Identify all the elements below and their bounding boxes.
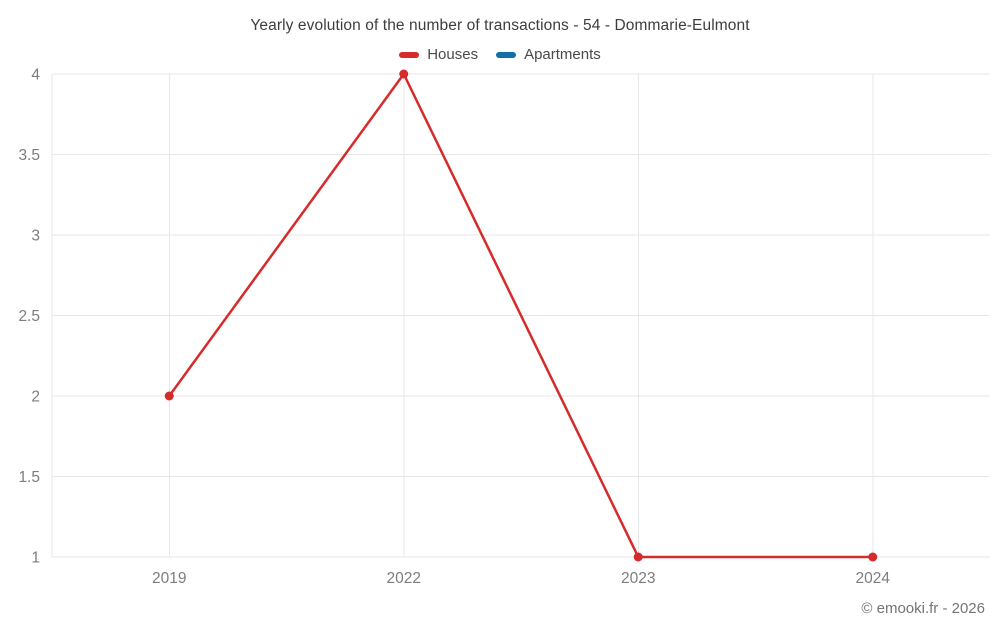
svg-text:2: 2 <box>31 388 40 405</box>
svg-text:1.5: 1.5 <box>18 469 40 486</box>
x-axis-labels: 2019 2022 2023 2024 <box>152 570 890 587</box>
svg-text:2022: 2022 <box>387 570 421 587</box>
footer-credit: © emooki.fr - 2026 <box>861 600 985 617</box>
data-point-houses-2024 <box>868 552 878 562</box>
gridlines <box>51 73 990 558</box>
series-houses <box>164 69 878 562</box>
y-axis-labels: 1 1.5 2 2.5 3 3.5 4 <box>18 66 40 566</box>
houses-series-swatch-icon <box>399 51 420 58</box>
svg-text:2.5: 2.5 <box>18 308 40 325</box>
svg-text:3.5: 3.5 <box>18 147 40 164</box>
legend: Houses Apartments <box>0 46 1000 63</box>
svg-text:2024: 2024 <box>856 570 891 587</box>
svg-text:1: 1 <box>31 549 40 566</box>
legend-item-apartments[interactable]: Apartments <box>496 46 601 63</box>
data-point-houses-2022 <box>399 69 409 79</box>
chart-title: Yearly evolution of the number of transa… <box>250 17 750 34</box>
svg-text:2019: 2019 <box>152 570 186 587</box>
legend-label-houses: Houses <box>427 46 479 63</box>
legend-item-houses[interactable]: Houses <box>399 46 478 63</box>
apartments-series-swatch-icon <box>496 51 517 58</box>
data-point-houses-2023 <box>633 552 643 562</box>
svg-text:2023: 2023 <box>621 570 655 587</box>
svg-text:4: 4 <box>31 66 40 83</box>
svg-text:3: 3 <box>31 227 40 244</box>
data-point-houses-2019 <box>164 391 174 401</box>
legend-label-apartments: Apartments <box>524 46 601 63</box>
